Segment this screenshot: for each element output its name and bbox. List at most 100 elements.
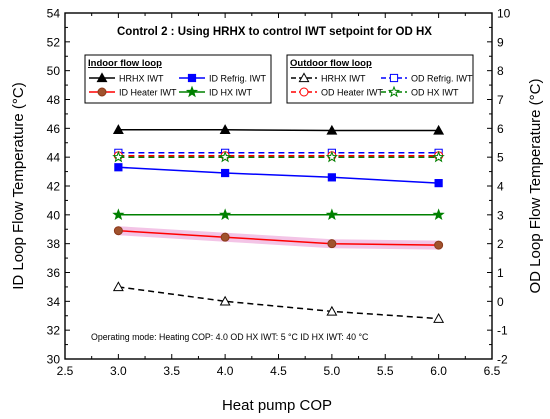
x-tick-label: 3.0 <box>110 364 127 378</box>
y-left-tick-label: 32 <box>47 324 61 338</box>
series-indoor-1 <box>114 163 443 188</box>
operating-mode-annotation: Operating mode: Heating COP: 4.0 OD HX I… <box>91 332 369 342</box>
legend-marker <box>185 85 199 98</box>
data-point <box>327 239 337 249</box>
y-right-tick-label: -1 <box>497 324 508 338</box>
x-axis-label: Heat pump COP <box>222 397 332 414</box>
data-point <box>434 179 443 188</box>
series-line <box>118 166 439 184</box>
y-left-tick-label: 52 <box>47 35 61 49</box>
data-point <box>219 124 231 134</box>
x-tick-label: 3.5 <box>163 364 180 378</box>
y-right-tick-label: 8 <box>497 64 504 78</box>
y-right-tick-label: 7 <box>497 93 504 107</box>
data-point <box>112 208 125 221</box>
y-left-tick-label: 38 <box>47 237 61 251</box>
legend-entry-label: OD Heater IWT <box>321 88 384 98</box>
x-tick-label: 4.0 <box>217 364 234 378</box>
legend-marker <box>299 87 309 97</box>
y-left-tick-label: 40 <box>47 208 61 222</box>
y-left-tick-label: 30 <box>47 353 61 367</box>
series-line <box>118 129 439 132</box>
legend-marker <box>187 73 197 83</box>
series-layer <box>112 124 445 323</box>
legend-entry-label: OD HX IWT <box>411 88 459 98</box>
y-right-tick-label: 3 <box>497 208 504 222</box>
y-right-tick-label: 4 <box>497 180 504 194</box>
y-right-tick-label: 10 <box>497 7 511 21</box>
legend-group-outdoor: Outdoor flow loop HRHX IWT OD Refrig. IWT O… <box>286 54 474 104</box>
data-point <box>326 305 338 316</box>
data-point <box>112 150 125 163</box>
data-point <box>219 208 232 221</box>
legend-entry-label: ID HX IWT <box>209 88 252 98</box>
x-tick-label: 4.5 <box>270 364 287 378</box>
legend-entry-label: HRHX IWT <box>119 74 164 84</box>
data-point <box>434 240 444 250</box>
legend-marker <box>389 73 399 83</box>
data-point <box>114 163 123 172</box>
data-point <box>327 173 336 182</box>
y-left-tick-label: 48 <box>47 93 61 107</box>
series-halo <box>113 226 444 250</box>
legend-marker <box>298 72 310 83</box>
legend-title: Outdoor flow loop <box>290 58 372 69</box>
data-point <box>112 281 124 292</box>
chart-title: Control 2 : Using HRHX to control IWT se… <box>117 26 432 38</box>
x-tick-label: 5.5 <box>377 364 394 378</box>
legend-marker <box>96 72 108 83</box>
legend-title: Indoor flow loop <box>88 58 162 69</box>
x-tick-label: 5.0 <box>324 364 341 378</box>
axes: 2.5 3.0 3.5 4.0 4.5 5.0 5.5 6.0 6.53032343638404… <box>47 7 511 379</box>
y-right-tick-label: -2 <box>497 353 508 367</box>
data-point <box>221 168 230 178</box>
y-right-tick-label: 1 <box>497 266 504 280</box>
data-point <box>433 313 445 323</box>
data-point <box>112 124 124 134</box>
y-left-tick-label: 44 <box>47 151 61 165</box>
y-left-tick-label: 46 <box>47 122 61 136</box>
legend-box <box>84 54 272 104</box>
data-point <box>219 150 232 163</box>
y-axis-label-right: OD Loop Flow Temperature (°C) <box>527 79 544 294</box>
series-line <box>118 229 439 246</box>
legend-entry-label: OD Refrig. IWT <box>411 74 473 84</box>
series-outdoor-4 <box>112 281 445 323</box>
data-point <box>220 232 230 242</box>
data-point <box>113 226 123 236</box>
legend-box <box>286 54 474 104</box>
legend-marker <box>97 87 107 97</box>
y-right-tick-label: 9 <box>497 35 504 49</box>
data-point <box>432 208 445 221</box>
legend-entry-label: ID Heater IWT <box>119 88 177 98</box>
data-point <box>433 124 445 135</box>
y-right-tick-label: 5 <box>497 151 504 165</box>
y-left-tick-label: 36 <box>47 266 61 280</box>
y-left-tick-label: 50 <box>47 64 61 78</box>
legend-entry-label: ID Refrig. IWT <box>209 74 267 84</box>
legend-entry-label: HRHX IWT <box>321 74 366 84</box>
y-right-tick-label: 0 <box>497 295 504 309</box>
series-line <box>118 286 439 320</box>
data-point <box>325 150 338 163</box>
data-point <box>325 208 338 221</box>
data-point <box>326 124 338 135</box>
legend-marker <box>387 85 401 98</box>
y-axis-label-left: ID Loop Flow Temperature (°C) <box>10 82 27 289</box>
series-outdoor-7 <box>112 150 445 163</box>
y-right-tick-label: 6 <box>497 122 504 136</box>
x-tick-label: 6.0 <box>430 364 447 378</box>
y-right-tick-label: 2 <box>497 237 504 251</box>
y-left-tick-label: 42 <box>47 180 61 194</box>
series-indoor-2 <box>113 226 444 250</box>
data-point <box>219 295 231 306</box>
series-indoor-0 <box>112 124 445 135</box>
x-tick-label: 2.5 <box>57 364 74 378</box>
x-tick-label: 6.5 <box>484 364 501 378</box>
y-left-tick-label: 54 <box>47 7 61 21</box>
legend-group-indoor: Indoor flow loop HRHX IWT ID Refrig. IWT ID… <box>84 54 272 104</box>
y-left-tick-label: 34 <box>47 295 61 309</box>
legend: Indoor flow loop HRHX IWT ID Refrig. IWT ID… <box>84 54 474 104</box>
series-indoor-3 <box>112 208 445 221</box>
